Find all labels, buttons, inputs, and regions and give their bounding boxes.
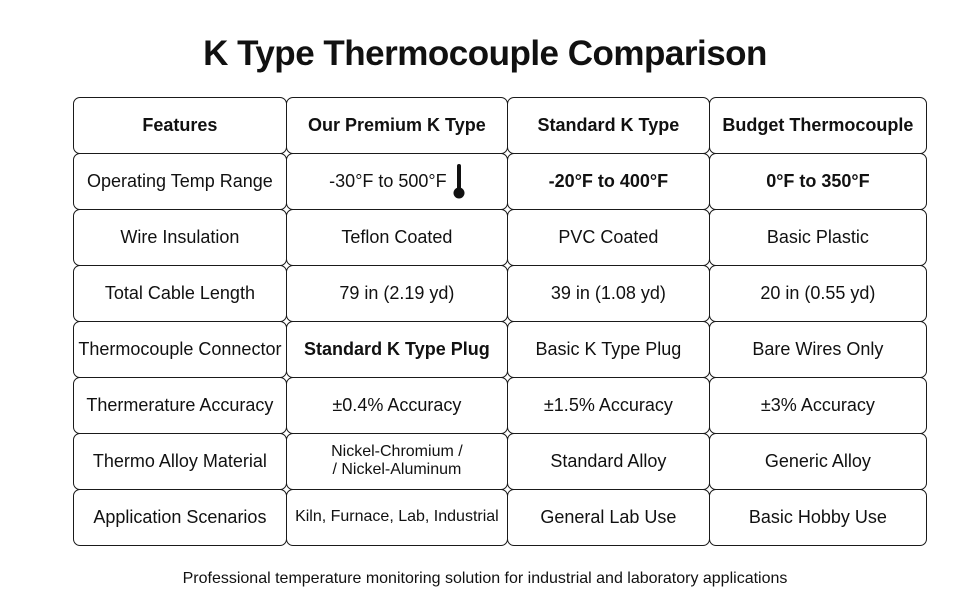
cell-text: ±1.5% Accuracy <box>543 395 673 416</box>
table-cell: Kiln, Furnace, Lab, Industrial <box>286 489 508 546</box>
cell-text: 79 in (2.19 yd) <box>339 283 455 304</box>
row-label: Thermerature Accuracy <box>73 377 287 434</box>
cell-text: Application Scenarios <box>93 507 267 528</box>
cell-text: Budget Thermocouple <box>722 115 914 136</box>
cell-text: Basic Hobby Use <box>748 507 887 528</box>
cell-text: Thermo Alloy Material <box>92 451 267 472</box>
cell-text: Bare Wires Only <box>752 339 884 360</box>
table-cell: 79 in (2.19 yd) <box>286 265 508 322</box>
table-cell: Bare Wires Only <box>709 321 927 378</box>
table-cell: Basic K Type Plug <box>507 321 710 378</box>
table-cell: 20 in (0.55 yd) <box>709 265 927 322</box>
cell-text: 0°F to 350°F <box>766 171 870 192</box>
header-cell: Our Premium K Type <box>286 97 508 154</box>
row-label: Operating Temp Range <box>73 153 287 210</box>
table-cell: ±3% Accuracy <box>709 377 927 434</box>
cell-text: General Lab Use <box>540 507 677 528</box>
cell-text: ±0.4% Accuracy <box>332 395 462 416</box>
cell-text: 39 in (1.08 yd) <box>550 283 666 304</box>
row-label: Thermo Alloy Material <box>73 433 287 490</box>
cell-text: Wire Insulation <box>120 227 240 248</box>
cell-text: Features <box>142 115 218 136</box>
cell-text: Standard K Type <box>537 115 680 136</box>
table-cell: ±1.5% Accuracy <box>507 377 710 434</box>
header-cell: Budget Thermocouple <box>709 97 927 154</box>
cell-text: -30°F to 500°F <box>329 171 447 192</box>
cell-text: Standard K Type Plug <box>304 339 490 360</box>
row-label: Wire Insulation <box>73 209 287 266</box>
cell-text: Standard Alloy <box>550 451 667 472</box>
cell-text: / Nickel-Aluminum <box>332 461 462 479</box>
table-cell: General Lab Use <box>507 489 710 546</box>
row-label: Application Scenarios <box>73 489 287 546</box>
cell-text: 20 in (0.55 yd) <box>760 283 876 304</box>
table-cell: Teflon Coated <box>286 209 508 266</box>
table-cell: Nickel-Chromium / / Nickel-Aluminum <box>286 433 508 490</box>
table-cell: Basic Hobby Use <box>709 489 927 546</box>
header-cell: Standard K Type <box>507 97 710 154</box>
cell-text: PVC Coated <box>558 227 659 248</box>
comparison-table: Features Our Premium K Type Standard K Typ… <box>73 97 927 546</box>
table-cell: ±0.4% Accuracy <box>286 377 508 434</box>
cell-text: Kiln, Furnace, Lab, Industrial <box>295 508 499 526</box>
cell-text: Thermerature Accuracy <box>86 395 274 416</box>
cell-text: Operating Temp Range <box>87 171 273 192</box>
cell-text: Total Cable Length <box>104 283 255 304</box>
table-cell: Standard Alloy <box>507 433 710 490</box>
table-cell: 39 in (1.08 yd) <box>507 265 710 322</box>
table-cell: Standard K Type Plug <box>286 321 508 378</box>
cell-text: Teflon Coated <box>341 227 453 248</box>
cell-text: Basic K Type Plug <box>535 339 682 360</box>
table-cell: 0°F to 350°F <box>709 153 927 210</box>
table-cell: Basic Plastic <box>709 209 927 266</box>
header-cell: Features <box>73 97 287 154</box>
cell-text: Basic Plastic <box>766 227 869 248</box>
table-cell: Generic Alloy <box>709 433 927 490</box>
cell-text: Nickel-Chromium / <box>331 443 463 460</box>
row-label: Thermocouple Connector <box>73 321 287 378</box>
cell-text: -20°F to 400°F <box>548 171 669 192</box>
title: K Type Thermocouple Comparison <box>203 34 767 73</box>
footer-note: Professional temperature monitoring solu… <box>182 570 788 587</box>
table-cell: -30°F to 500°F <box>286 153 508 210</box>
cell-text: Generic Alloy <box>764 451 871 472</box>
cell-text: Thermocouple Connector <box>78 339 282 360</box>
table-cell: PVC Coated <box>507 209 710 266</box>
cell-text: Our Premium K Type <box>308 115 486 136</box>
cell-text: ±3% Accuracy <box>760 395 875 416</box>
table-cell: -20°F to 400°F <box>507 153 710 210</box>
thermometer-icon <box>453 164 465 199</box>
row-label: Total Cable Length <box>73 265 287 322</box>
